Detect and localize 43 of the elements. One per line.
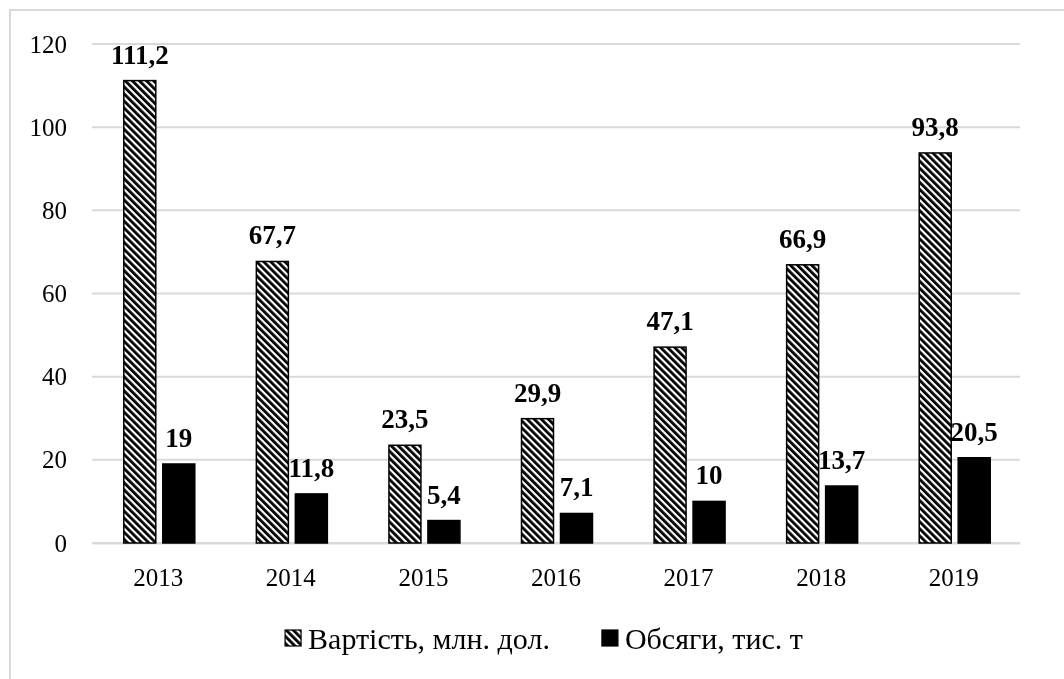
- x-tick-label: 2017: [663, 563, 714, 591]
- data-label: 93,8: [911, 111, 959, 142]
- x-tick-label: 2013: [133, 563, 184, 591]
- x-tick-label: 2015: [398, 563, 449, 591]
- x-tick-label: 2019: [928, 563, 979, 591]
- x-tick-label: 2014: [265, 563, 317, 591]
- y-tick-label: 20: [42, 446, 67, 474]
- bar: [559, 512, 594, 544]
- bar: [918, 152, 952, 544]
- bar: [785, 264, 820, 544]
- data-label: 7,1: [559, 472, 594, 503]
- bar: [692, 500, 726, 544]
- data-label: 23,5: [381, 404, 429, 435]
- y-tick-label: 60: [42, 280, 67, 307]
- data-label: 111,2: [110, 39, 169, 70]
- data-label: 19: [165, 422, 193, 453]
- data-label: 47,1: [646, 306, 694, 337]
- bar: [123, 79, 157, 544]
- bar: [957, 457, 991, 544]
- data-label: 66,9: [779, 223, 827, 254]
- bar: [427, 519, 461, 544]
- bar: [294, 493, 329, 544]
- bar: [255, 260, 290, 544]
- bar: [824, 485, 859, 544]
- bar: [162, 463, 196, 544]
- y-tick-label: 100: [29, 113, 67, 141]
- x-tick-label: 2016: [531, 563, 581, 591]
- y-tick-label: 80: [42, 196, 67, 224]
- bar: [520, 417, 555, 544]
- y-tick-label: 120: [29, 30, 67, 58]
- data-label: 11,8: [288, 452, 335, 483]
- y-tick-label: 40: [42, 363, 67, 391]
- legend-label: Обсяги, тис. т: [624, 621, 803, 655]
- bar: [653, 346, 687, 544]
- data-label: 13,7: [818, 445, 866, 476]
- legend-label: Вартість, млн. дол.: [308, 621, 550, 655]
- data-label: 10: [695, 460, 723, 491]
- bar: [388, 444, 422, 544]
- data-label: 29,9: [513, 377, 562, 408]
- y-tick-label: 0: [54, 529, 67, 557]
- x-tick-label: 2018: [796, 563, 847, 591]
- data-label: 5,4: [427, 479, 461, 510]
- data-label: 67,7: [248, 220, 296, 251]
